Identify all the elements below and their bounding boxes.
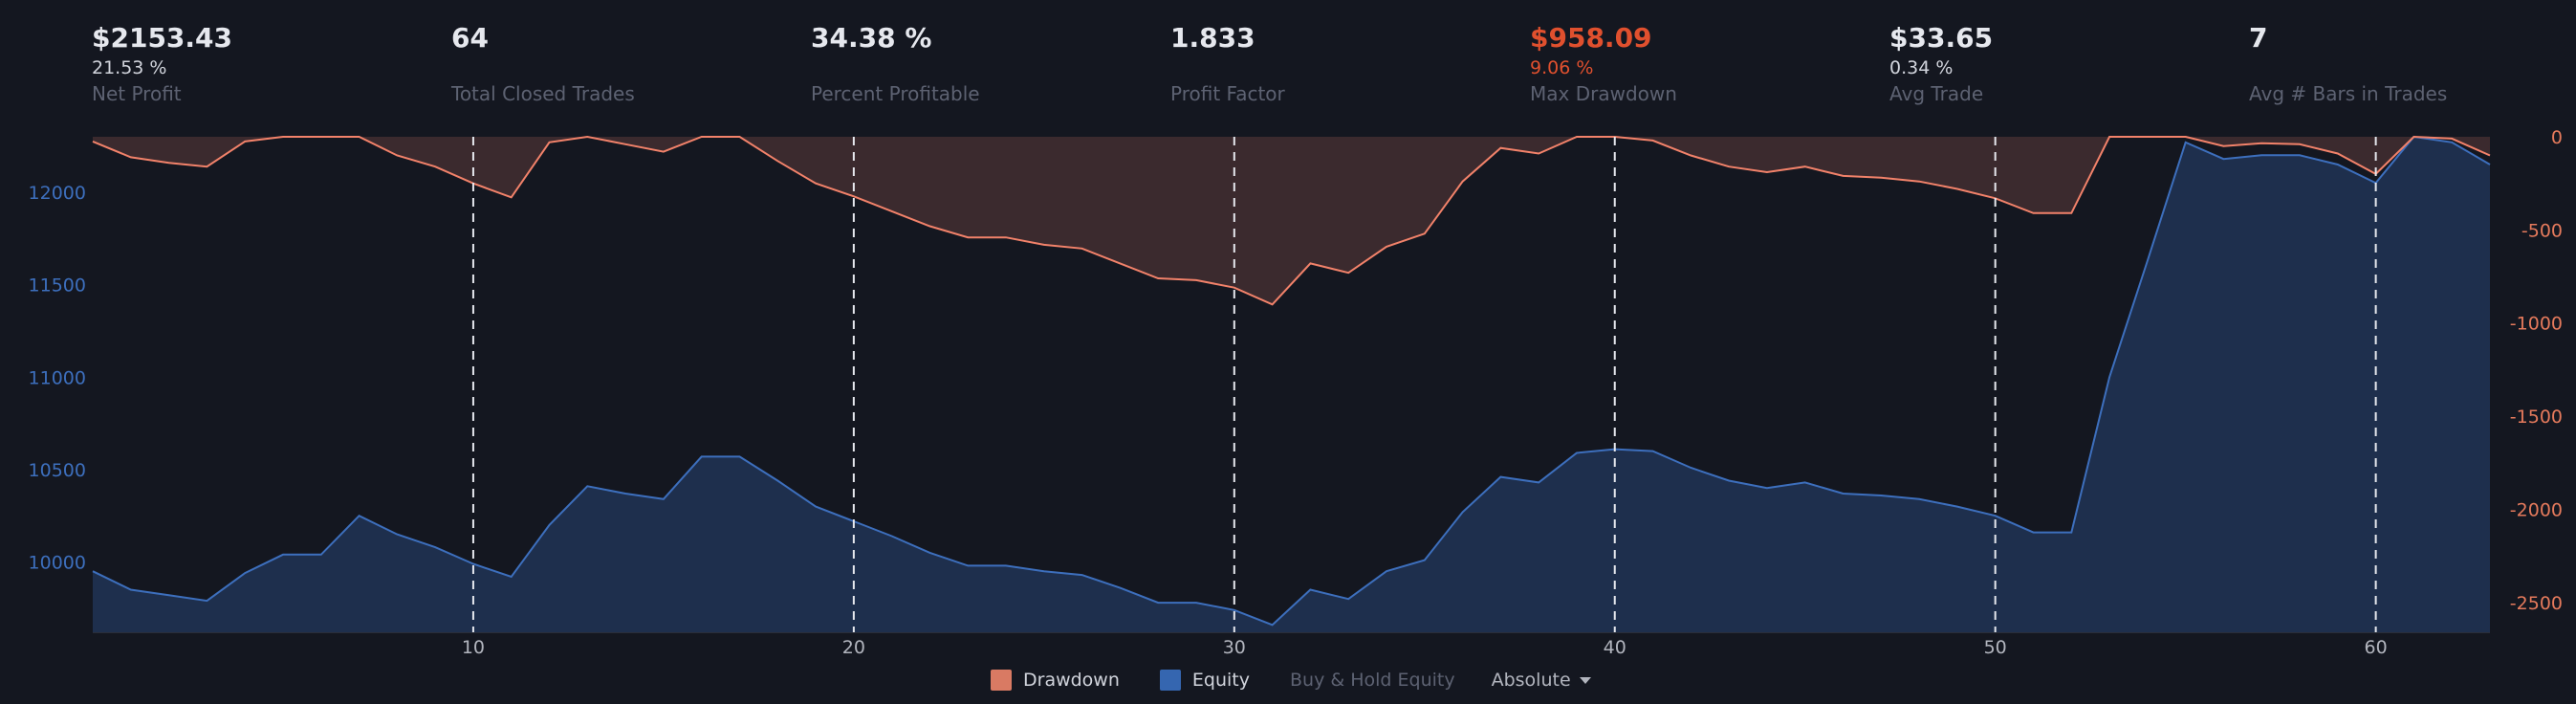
stat-sub (1170, 55, 1524, 80)
stat-percent-profitable: 34.38 % Percent Profitable (811, 21, 1165, 107)
right-axis-tick-label: -1500 (2510, 407, 2563, 428)
stat-total-closed-trades: 64 Total Closed Trades (451, 21, 805, 107)
bottom-axis-tick-label: 60 (2365, 637, 2388, 658)
stat-label: Profit Factor (1170, 82, 1285, 105)
stat-sub: 0.34 % (1889, 57, 1954, 78)
bottom-axis: 10 20 30 40 50 60 (93, 632, 2490, 658)
right-axis-tick-label: 0 (2551, 127, 2563, 148)
stat-profit-factor: 1.833 Profit Factor (1170, 21, 1524, 107)
legend-buy-hold-toggle[interactable]: Buy & Hold Equity (1290, 670, 1455, 691)
drawdown-series (92, 135, 2491, 306)
right-axis-tick-label: -1000 (2510, 314, 2563, 335)
right-axis-tick-label: -2000 (2510, 499, 2563, 520)
right-axis-tick-label: -500 (2521, 220, 2563, 241)
bottom-axis-tick-label: 50 (1984, 637, 2007, 658)
legend-equity-label: Equity (1191, 670, 1250, 691)
bottom-axis-tick-label: 20 (842, 637, 865, 658)
stat-value: $33.65 (1889, 22, 1994, 54)
performance-summary: $2153.43 21.53 % Net Profit 64 Total Clo… (0, 0, 2576, 124)
stat-label: Total Closed Trades (451, 82, 635, 105)
left-axis-tick-label: 11000 (29, 367, 86, 388)
stat-sub (2249, 55, 2576, 80)
right-axis-tick-label: -2500 (2510, 593, 2563, 614)
trade-markers (471, 137, 2377, 632)
stat-net-profit: $2153.43 21.53 % Net Profit (92, 21, 446, 107)
chart-legend: Drawdown Equity Buy & Hold Equity Absolu… (991, 666, 1631, 694)
equity-swatch (1159, 670, 1181, 691)
stat-avg-trade: $33.65 0.34 % Avg Trade (1889, 21, 2243, 107)
equity-line (92, 135, 2491, 627)
stat-value: $2153.43 (92, 22, 233, 54)
legend-drawdown-label: Drawdown (1023, 670, 1120, 691)
left-axis-tick-label: 12000 (29, 183, 86, 204)
equity-area-fill (93, 137, 2490, 632)
scale-mode-label: Absolute (1491, 670, 1571, 691)
drawdown-line (92, 135, 2491, 306)
bottom-axis-tick-label: 40 (1604, 637, 1626, 658)
stat-sub: 21.53 % (92, 57, 167, 78)
stat-label: Percent Profitable (811, 82, 980, 105)
stat-value: 64 (451, 22, 489, 54)
stat-avg-bars-in-trades: 7 Avg # Bars in Trades (2249, 21, 2576, 107)
drawdown-swatch (991, 670, 1012, 691)
bottom-axis-tick-label: 30 (1223, 637, 1246, 658)
legend-drawdown-toggle[interactable]: Drawdown (991, 670, 1120, 691)
left-axis-tick-label: 10500 (29, 460, 86, 481)
stat-label: Net Profit (92, 82, 182, 105)
left-axis-tick-label: 11500 (29, 275, 86, 297)
drawdown-area-fill (93, 137, 2490, 305)
chevron-down-icon (1579, 676, 1591, 684)
left-axis: 10000 10500 11000 11500 12000 (29, 183, 86, 574)
stat-sub (451, 55, 805, 80)
legend-equity-toggle[interactable]: Equity (1159, 670, 1250, 691)
stat-value: 7 (2249, 22, 2268, 54)
left-axis-tick-label: 10000 (29, 553, 86, 574)
equity-series (92, 135, 2491, 632)
stat-sub (811, 55, 1165, 80)
stat-max-drawdown: $958.09 9.06 % Max Drawdown (1530, 21, 1884, 107)
stat-value: $958.09 (1530, 22, 1652, 54)
stat-label: Avg # Bars in Trades (2249, 82, 2448, 105)
stat-value: 1.833 (1170, 22, 1255, 54)
stat-sub: 9.06 % (1530, 57, 1594, 78)
stat-label: Avg Trade (1889, 82, 1984, 105)
scale-mode-dropdown[interactable]: Absolute (1492, 670, 1591, 691)
stat-value: 34.38 % (811, 22, 932, 54)
bottom-axis-tick-label: 10 (462, 637, 485, 658)
legend-buy-hold-label: Buy & Hold Equity (1290, 670, 1455, 691)
right-axis: 0 -500 -1000 -1500 -2000 -2500 (2510, 127, 2563, 614)
stat-label: Max Drawdown (1530, 82, 1677, 105)
